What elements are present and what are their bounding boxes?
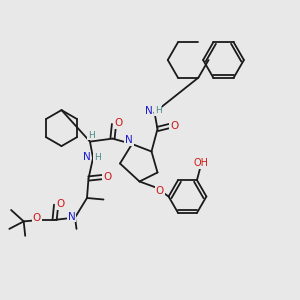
Text: H: H (88, 130, 95, 140)
Text: N: N (68, 212, 75, 222)
Text: O: O (32, 213, 41, 224)
Text: N: N (82, 152, 90, 162)
Text: H: H (155, 106, 161, 115)
Text: O: O (155, 185, 164, 196)
Text: H: H (94, 153, 101, 162)
Text: N: N (125, 135, 133, 146)
Text: O: O (103, 172, 112, 182)
Text: OH: OH (194, 158, 209, 168)
Text: N: N (145, 106, 152, 116)
Text: O: O (170, 121, 178, 131)
Text: O: O (114, 118, 123, 128)
Text: O: O (56, 199, 65, 209)
